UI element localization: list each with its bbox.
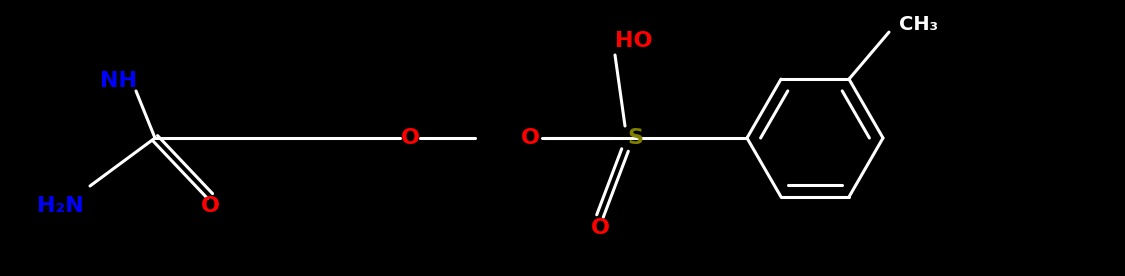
Text: H₂N: H₂N <box>37 196 83 216</box>
Text: O: O <box>591 218 610 238</box>
Text: S: S <box>627 128 644 148</box>
Text: HO: HO <box>615 31 652 51</box>
Text: O: O <box>400 128 420 148</box>
Text: O: O <box>200 196 219 216</box>
Text: O: O <box>521 128 540 148</box>
Text: NH: NH <box>99 71 136 91</box>
Text: CH₃: CH₃ <box>899 15 938 34</box>
